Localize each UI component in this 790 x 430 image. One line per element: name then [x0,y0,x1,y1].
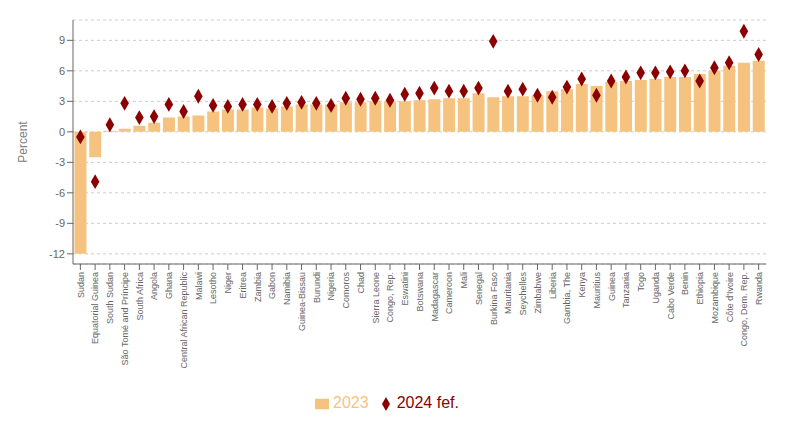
svg-text:Ethiopia: Ethiopia [695,272,705,305]
svg-text:Benin: Benin [680,272,690,295]
svg-text:9: 9 [59,34,65,46]
svg-text:Angola: Angola [149,272,159,300]
svg-text:Tanzania: Tanzania [621,272,631,308]
svg-text:Kenya: Kenya [577,272,587,298]
svg-text:Equatorial Guinea: Equatorial Guinea [91,272,101,344]
svg-text:Madagascar: Madagascar [430,272,440,322]
svg-text:-12: -12 [49,248,65,260]
svg-text:Sierra Leone: Sierra Leone [371,272,381,324]
svg-text:0: 0 [59,126,65,138]
svg-text:Cabo Verde: Cabo Verde [666,272,676,320]
svg-text:Gambia, The: Gambia, The [562,272,572,324]
svg-text:Burkina Faso: Burkina Faso [489,272,499,325]
svg-text:Nigeria: Nigeria [326,272,336,301]
svg-text:South Africa: South Africa [135,272,145,321]
svg-text:Côte d'Ivoire: Côte d'Ivoire [725,272,735,322]
svg-text:Guinea: Guinea [607,272,617,301]
svg-text:Guinea-Bissau: Guinea-Bissau [297,272,307,331]
svg-text:Niger: Niger [223,272,233,294]
svg-text:Namibia: Namibia [282,272,292,305]
svg-text:-3: -3 [55,156,65,168]
svg-text:3: 3 [59,95,65,107]
svg-text:Zimbabwe: Zimbabwe [533,272,543,314]
svg-text:Malawi: Malawi [194,272,204,300]
svg-text:Liberia: Liberia [548,272,558,299]
svg-text:-9: -9 [55,217,65,229]
svg-text:Togo: Togo [636,272,646,292]
svg-text:Percent: Percent [16,121,30,163]
svg-text:Uganda: Uganda [651,272,661,304]
svg-text:Chad: Chad [356,272,366,294]
svg-text:Eswatini: Eswatini [400,272,410,306]
svg-text:Central African Republic: Central African Republic [179,272,189,369]
svg-text:Mauritania: Mauritania [503,272,513,314]
svg-text:Rwanda: Rwanda [754,272,764,305]
html-text:2023: 2023 [333,394,369,411]
svg-text:Mauritius: Mauritius [592,272,602,309]
svg-text:Gabon: Gabon [267,272,277,299]
svg-text:Zambia: Zambia [253,272,263,302]
svg-text:Mozambique: Mozambique [710,272,720,324]
svg-text:-6: -6 [55,187,65,199]
svg-text:Ghana: Ghana [164,272,174,299]
svg-text:Botswana: Botswana [415,272,425,312]
svg-text:Senegal: Senegal [474,272,484,305]
svg-text:Lesotho: Lesotho [208,272,218,304]
svg-text:Comoros: Comoros [341,272,351,309]
svg-text:Eritrea: Eritrea [238,272,248,299]
svg-text:South Sudan: South Sudan [105,272,115,324]
svg-text:Cameroon: Cameroon [444,272,454,314]
html-text:2024 fef.: 2024 fef. [396,394,459,411]
svg-text:Congo, Rep.: Congo, Rep. [385,272,395,323]
svg-text:Burundi: Burundi [312,272,322,303]
svg-text:São Tomé and Príncipe: São Tomé and Príncipe [120,272,130,365]
svg-text:6: 6 [59,65,65,77]
svg-text:Seychelles: Seychelles [518,272,528,316]
svg-text:Mali: Mali [459,272,469,289]
svg-text:Sudan: Sudan [76,272,86,298]
svg-text:Congo, Dem. Rep.: Congo, Dem. Rep. [739,272,749,347]
